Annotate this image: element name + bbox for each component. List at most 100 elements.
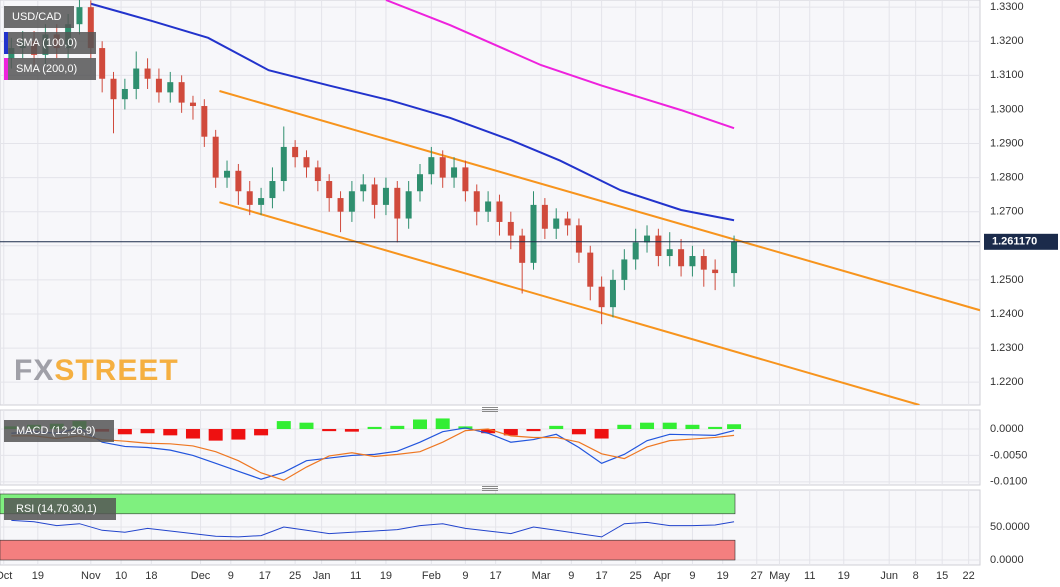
x-tick-label: 18: [145, 570, 157, 582]
legend-box: [4, 420, 114, 442]
macd-bar: [594, 429, 609, 439]
candle-body: [269, 181, 276, 199]
candle-body: [417, 174, 423, 192]
x-tick-label: 22: [963, 570, 975, 582]
x-tick-label: 17: [595, 570, 607, 582]
candle-body: [428, 157, 435, 175]
candle-body: [575, 225, 582, 253]
y-tick-label: 1.2500: [990, 274, 1024, 286]
candle-body: [99, 48, 106, 79]
macd-bar: [140, 429, 155, 434]
macd-bar: [685, 424, 700, 430]
macd-bar: [481, 429, 496, 434]
x-tick-label: Dec: [191, 570, 211, 582]
macd-bar: [276, 421, 291, 430]
x-tick-label: Jun: [880, 570, 898, 582]
macd-bar: [208, 429, 223, 441]
x-tick-label: Apr: [654, 570, 671, 582]
candle-body: [235, 170, 242, 192]
y-tick-label: 1.2900: [990, 137, 1024, 149]
channel-line: [219, 90, 980, 312]
candle-body: [666, 249, 673, 257]
candle-body: [451, 167, 458, 178]
candle-body: [246, 191, 253, 205]
x-tick-label: 9: [228, 570, 234, 582]
x-tick-label: 10: [115, 570, 127, 582]
candle-body: [587, 252, 594, 287]
macd-bar: [322, 429, 337, 432]
macd-bar: [640, 422, 655, 430]
x-tick-label: 25: [630, 570, 642, 582]
y-tick-label: 1.2200: [990, 376, 1024, 388]
x-tick-label: 17: [490, 570, 502, 582]
macd-bar: [662, 422, 677, 430]
y-tick-label: 1.3300: [990, 1, 1024, 13]
candle-body: [530, 204, 537, 263]
candle-body: [178, 82, 185, 103]
x-tick-label: 11: [804, 570, 815, 582]
candle-body: [553, 218, 560, 229]
y-tick-label: 1.2800: [990, 172, 1024, 184]
y-tick-label: 1.3200: [990, 35, 1024, 47]
candle-body: [621, 259, 628, 280]
macd-bar: [163, 429, 178, 436]
y-tick-label: 50.0000: [990, 521, 1030, 533]
x-tick-label: 8: [913, 570, 919, 582]
sma-line: [90, 2, 735, 222]
macd-bar: [390, 425, 405, 430]
candle-body: [303, 157, 310, 168]
candle-body: [155, 78, 162, 93]
candle-body: [360, 184, 367, 192]
candle-body: [644, 235, 651, 243]
watermark-suffix: STREET: [54, 354, 178, 387]
y-tick-label: 1.2300: [990, 342, 1024, 354]
candle-body: [76, 7, 83, 25]
macd-bar: [367, 426, 382, 430]
candle-body: [326, 181, 333, 199]
candle-body: [224, 170, 231, 178]
candle-body: [632, 242, 639, 260]
candle-body: [133, 68, 140, 89]
x-tick-label: Nov: [81, 570, 101, 582]
x-tick-label: Mar: [532, 570, 551, 582]
legend-box: [4, 498, 116, 520]
macd-bar: [503, 429, 518, 436]
macd-panel: [0, 409, 981, 486]
y-tick-label: 1.3100: [990, 69, 1024, 81]
candle-body: [201, 106, 208, 137]
candle-body: [678, 249, 685, 267]
candle-body: [292, 146, 299, 158]
y-tick-label: 1.3000: [990, 103, 1024, 115]
x-tick-label: 11: [350, 570, 361, 582]
macd-bar: [254, 429, 269, 436]
candle-body: [405, 191, 412, 219]
legend-box: [4, 58, 96, 80]
legend-box: [4, 6, 74, 28]
candle-body: [507, 221, 514, 236]
candle-body: [496, 201, 503, 222]
legend: USD/CAD SMA (100,0) SMA (200,0) MACD (12…: [4, 6, 116, 520]
candle-body: [564, 218, 571, 226]
candle-body: [541, 204, 548, 229]
legend-label: MACD (12,26,9): [16, 425, 95, 437]
candle-body: [121, 88, 128, 100]
x-tick-label: 19: [717, 570, 729, 582]
candle-body: [655, 235, 662, 257]
channel-line: [219, 201, 920, 405]
panel-handles: [482, 407, 498, 491]
rsi-line: [11, 519, 735, 538]
candle-body: [348, 191, 355, 212]
candle-body: [189, 102, 196, 107]
legend-label: USD/CAD: [12, 11, 62, 23]
legend-box: [4, 32, 96, 54]
x-tick-label: 19: [838, 570, 850, 582]
macd-line: [11, 428, 735, 481]
x-tick-label: Oct: [0, 570, 12, 582]
candle-body: [598, 286, 605, 308]
y-tick-label: 1.2400: [990, 308, 1024, 320]
legend-label: SMA (200,0): [16, 63, 77, 75]
x-tick-label: 9: [462, 570, 468, 582]
candle-body: [473, 191, 480, 212]
y-tick-label: 0.0000: [990, 554, 1024, 566]
